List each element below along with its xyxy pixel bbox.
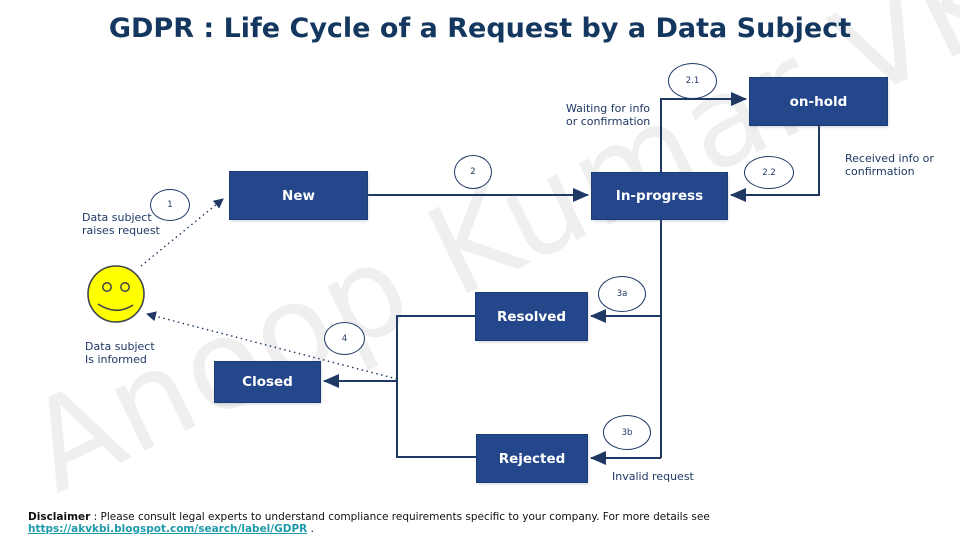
note-waiting-info: Waiting for info or confirmation (566, 102, 651, 128)
arrow-onhold-to-inprogress (730, 125, 820, 202)
step-badge-1: 1 (150, 189, 190, 221)
note-raises-request: Data subject raises request (82, 211, 160, 237)
note-is-informed: Data subject Is informed (85, 340, 155, 366)
disclaimer-label: Disclaimer (28, 511, 91, 523)
step-badge-2-1: 2.1 (668, 63, 717, 99)
state-box-rejected: Rejected (477, 435, 587, 482)
note-received-info: Received info or confirmation (845, 152, 934, 178)
disclaimer-link[interactable]: https://akvkbi.blogspot.com/search/label… (28, 523, 308, 535)
smiley-mouth (97, 303, 134, 312)
smiley-right-eye (120, 282, 130, 292)
step-badge-3b: 3b (603, 415, 651, 450)
state-label-rejected: Rejected (498, 450, 566, 467)
line-resolved-rejected-join (396, 315, 476, 458)
smiley-head (87, 265, 145, 323)
state-label-new: New (282, 187, 315, 204)
solid-connectors (323, 92, 820, 465)
page-title: GDPR : Life Cycle of a Request by a Data… (108, 13, 852, 44)
state-box-resolved: Resolved (476, 293, 587, 340)
state-box-in-progress: In-progress (592, 173, 727, 219)
step-badge-3a: 3a (598, 276, 646, 312)
state-box-new: New (230, 172, 367, 219)
step-badge-2: 2 (454, 155, 492, 189)
smiley-face-icon (87, 265, 145, 323)
arrow-inprogress-to-onhold (660, 92, 747, 173)
dotted-connectors (140, 198, 398, 380)
state-box-on-hold: on-hold (750, 78, 887, 125)
state-label-resolved: Resolved (496, 308, 567, 325)
state-label-in-progress: In-progress (615, 188, 704, 204)
step-badge-4: 4 (324, 322, 365, 355)
state-label-closed: Closed (242, 374, 293, 390)
note-invalid-request: Invalid request (612, 470, 694, 483)
disclaimer-suffix: . (310, 523, 314, 535)
smiley-left-eye (102, 282, 112, 292)
disclaimer-line: Disclaimer : Please consult legal expert… (28, 511, 960, 535)
state-box-closed: Closed (215, 362, 320, 402)
state-label-on-hold: on-hold (789, 93, 848, 110)
dotted-arrow-user-informed (146, 311, 398, 380)
step-badge-2-2: 2.2 (744, 156, 794, 189)
disclaimer-text: : Please consult legal experts to unders… (93, 511, 710, 523)
